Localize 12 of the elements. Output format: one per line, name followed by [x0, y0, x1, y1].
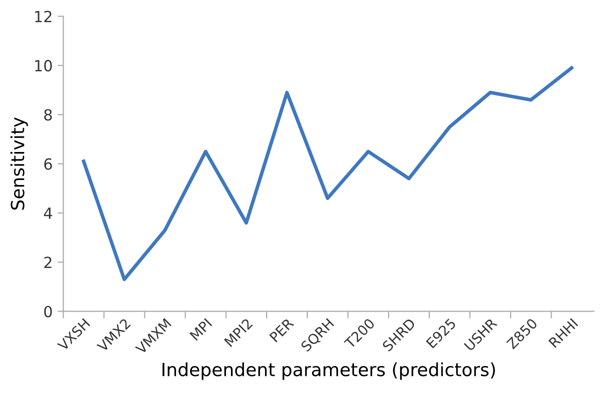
y-axis-title: Sensitivity [10, 117, 28, 210]
x-tick-label: MPI [190, 318, 212, 341]
y-tick-label: 6 [44, 158, 52, 170]
y-tick-label: 0 [44, 306, 52, 318]
x-tick-label: PER [269, 317, 294, 342]
y-tick-label: 10 [35, 60, 52, 72]
x-axis-title: Independent parameters (predictors) [162, 362, 495, 380]
y-tick-label: 8 [44, 109, 52, 121]
line-series [82, 66, 574, 282]
y-tick-label: 4 [44, 208, 52, 219]
y-tick-label: 2 [44, 256, 52, 268]
y-tick-label: 12 [35, 10, 52, 22]
